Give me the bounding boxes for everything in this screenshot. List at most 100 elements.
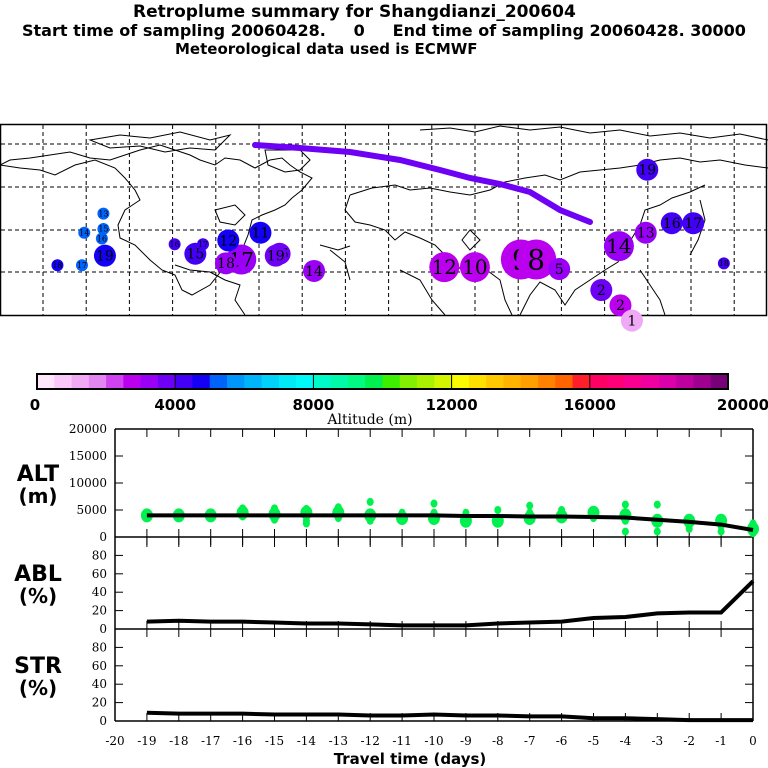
x-tick-label: -15 <box>265 734 284 748</box>
colorbar-cell <box>37 374 55 389</box>
abl-line <box>146 579 755 628</box>
colorbar-cell <box>417 374 435 389</box>
plume-cluster-marker <box>217 229 240 252</box>
colorbar-cell <box>330 374 349 389</box>
x-tick-label: -10 <box>424 734 443 748</box>
colorbar-cell <box>261 374 280 389</box>
y-tick-label: 40 <box>92 585 107 599</box>
x-tick-label: -17 <box>201 734 220 748</box>
plume-cluster-marker <box>609 294 632 317</box>
colorbar-cell <box>313 374 332 389</box>
panel-ylabel: STR <box>14 654 62 679</box>
plume-cluster-marker <box>97 207 110 220</box>
colorbar-cell <box>589 374 608 389</box>
x-tick-label: -12 <box>361 734 380 748</box>
colorbar-tick-label: 0 <box>30 396 40 414</box>
colorbar-cell <box>434 374 453 389</box>
plume-cluster-marker <box>660 212 683 235</box>
x-tick-label: -16 <box>233 734 252 748</box>
plume-cluster-day-label: 5 <box>555 262 564 278</box>
plume-cluster-day-label: 11 <box>252 226 270 242</box>
x-tick-label: -20 <box>105 734 124 748</box>
altitude-point <box>366 516 374 525</box>
plume-cluster-marker <box>168 238 181 251</box>
plume-cluster-day-label: 2 <box>597 283 606 299</box>
plume-cluster-marker <box>214 252 237 275</box>
x-tick-label: -6 <box>556 734 568 748</box>
plume-cluster-day-label: 15 <box>186 247 204 263</box>
plume-cluster-day-label: 17 <box>77 261 87 270</box>
colorbar-cell <box>175 374 193 389</box>
altitude-point <box>239 504 247 513</box>
altitude-point <box>558 506 566 514</box>
x-tick-label: -4 <box>620 734 632 748</box>
plume-cluster-day-label: 14 <box>305 264 323 280</box>
plume-cluster-day-label: 18 <box>52 261 62 270</box>
altitude-point <box>717 527 725 536</box>
colorbar-cell <box>365 374 383 389</box>
colorbar-cell <box>451 374 470 389</box>
colorbar-cell <box>123 374 142 389</box>
x-axis-title: Travel time (days) <box>334 750 487 768</box>
plume-cluster-marker <box>196 238 209 251</box>
plume-cluster-marker <box>51 259 64 272</box>
colorbar-cell <box>676 374 694 389</box>
plume-cluster-day-label: 15 <box>98 225 108 234</box>
y-tick-label: 10000 <box>69 476 107 490</box>
sampling-time-subtitle: Start time of sampling 20060428. 0 End t… <box>22 21 746 40</box>
colorbar-cell <box>468 374 487 389</box>
panel-alt: 0 5000 10000 15000 20000 ALT(m) <box>17 422 759 547</box>
x-tick-label: 0 <box>749 734 757 748</box>
plume-cluster-marker <box>459 252 490 283</box>
y-tick-label: 60 <box>92 567 107 581</box>
map-coastlines <box>0 125 768 316</box>
plume-cluster-marker <box>75 259 88 272</box>
plume-cluster-day-label: 14 <box>79 229 89 238</box>
panel-ylabel-unit: (%) <box>19 584 57 608</box>
panel-abl: 0 20 40 60 80 ABL(%) <box>14 537 755 636</box>
plume-cluster-marker <box>516 239 557 280</box>
colorbar-cell <box>399 374 418 389</box>
plume-cluster-day-label: 16 <box>663 216 681 232</box>
altitude-point <box>653 527 661 536</box>
altitude-point <box>590 506 597 514</box>
altitude-point <box>430 499 438 508</box>
plume-cluster-marker <box>717 257 730 270</box>
y-tick-label: 0 <box>99 714 107 728</box>
x-tick-label: -5 <box>588 734 600 748</box>
altitude-mean-line <box>146 513 754 532</box>
altitude-point <box>685 524 693 533</box>
plume-cluster-day-label: 12 <box>219 233 237 249</box>
y-tick-label: 0 <box>99 622 107 636</box>
colorbar-cell <box>382 374 401 389</box>
plume-cluster-day-label: 1 <box>627 314 636 330</box>
x-tick-label: -19 <box>137 734 156 748</box>
colorbar-cell <box>607 374 625 389</box>
str-line <box>146 710 753 723</box>
x-tick-label: -3 <box>651 734 663 748</box>
colorbar-tick-label: 4000 <box>154 396 196 414</box>
colorbar-label: Altitude (m) <box>326 412 412 428</box>
colorbar-cell <box>227 374 245 389</box>
x-tick-label: -11 <box>392 734 411 748</box>
plume-cluster-marker <box>429 252 460 283</box>
plume-cluster-marker <box>97 222 110 235</box>
colorbar-cell <box>347 374 366 389</box>
altitude-point <box>749 519 757 528</box>
colorbar-cell <box>192 374 211 389</box>
colorbar-cell <box>503 374 522 389</box>
colorbar-cell <box>486 374 504 389</box>
colorbar-cell <box>278 374 297 389</box>
colorbar-cell <box>710 374 729 389</box>
altitude-point <box>271 504 278 513</box>
plume-cluster-day-label: 19 <box>96 249 114 265</box>
colorbar-cell <box>209 374 228 389</box>
plume-cluster-marker <box>603 231 634 262</box>
colorbar-tick-label: 8000 <box>293 396 335 414</box>
plume-cluster-marker <box>636 158 659 181</box>
colorbar-cell <box>520 374 539 389</box>
colorbar-tick-label: 12000 <box>426 396 478 414</box>
